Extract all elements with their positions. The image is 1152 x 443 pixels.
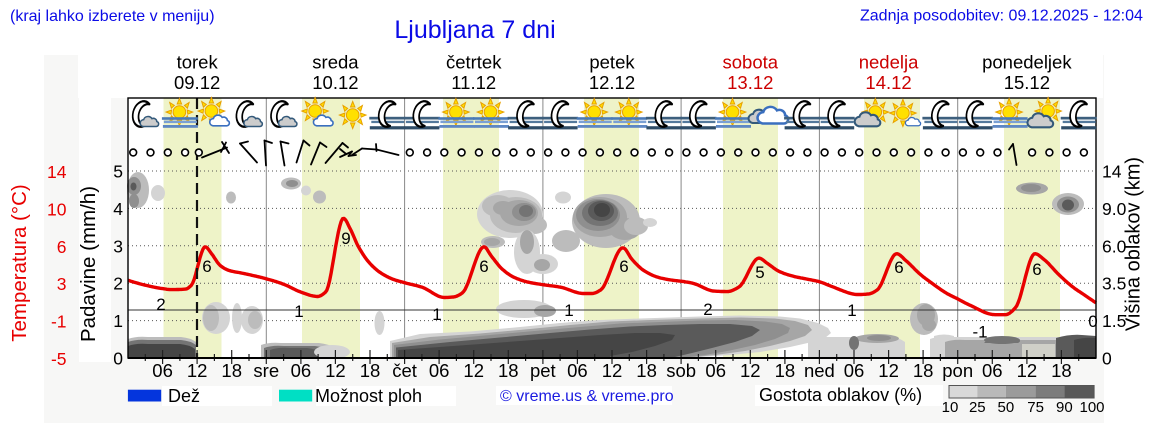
svg-text:06: 06 [844, 360, 865, 381]
svg-text:50: 50 [998, 399, 1015, 416]
svg-text:nedelja: nedelja [859, 52, 919, 73]
svg-text:12: 12 [878, 360, 899, 381]
svg-text:5: 5 [113, 162, 123, 182]
svg-text:12.12: 12.12 [589, 72, 635, 93]
svg-text:18: 18 [775, 360, 796, 381]
svg-text:18: 18 [221, 360, 242, 381]
svg-text:ponedeljek: ponedeljek [982, 52, 1072, 73]
svg-text:75: 75 [1027, 399, 1044, 416]
svg-text:1: 1 [113, 311, 123, 331]
svg-text:4: 4 [113, 199, 123, 219]
svg-text:14: 14 [1102, 162, 1122, 182]
svg-text:12: 12 [463, 360, 484, 381]
svg-text:Ljubljana 7 dni: Ljubljana 7 dni [394, 16, 555, 44]
svg-text:18: 18 [360, 360, 381, 381]
svg-text:25: 25 [969, 399, 986, 416]
svg-text:3: 3 [57, 274, 67, 294]
svg-text:6: 6 [202, 257, 211, 276]
svg-text:5: 5 [755, 263, 764, 282]
svg-text:6: 6 [57, 237, 67, 257]
svg-text:6: 6 [479, 257, 488, 276]
svg-text:9: 9 [341, 229, 350, 248]
svg-text:9.0: 9.0 [1102, 199, 1127, 219]
svg-text:6: 6 [894, 258, 903, 277]
svg-text:(kraj lahko izberete v meniju): (kraj lahko izberete v meniju) [10, 8, 215, 25]
svg-text:Višina oblakov (km): Višina oblakov (km) [1123, 157, 1145, 331]
svg-text:Možnost ploh: Možnost ploh [315, 386, 422, 406]
svg-text:petek: petek [589, 52, 635, 73]
svg-text:Zadnja posodobitev: 09.12.2025: Zadnja posodobitev: 09.12.2025 - 12:04 [860, 8, 1143, 25]
svg-text:14.12: 14.12 [865, 72, 911, 93]
svg-text:-1: -1 [972, 323, 987, 342]
svg-text:18: 18 [1051, 360, 1072, 381]
svg-text:90: 90 [1056, 399, 1073, 416]
svg-text:2: 2 [113, 274, 123, 294]
svg-text:13.12: 13.12 [727, 72, 773, 93]
svg-text:10: 10 [47, 199, 67, 219]
svg-text:06: 06 [705, 360, 726, 381]
svg-text:sreda: sreda [312, 52, 359, 73]
svg-text:18: 18 [636, 360, 657, 381]
svg-text:12: 12 [740, 360, 761, 381]
svg-text:18: 18 [498, 360, 519, 381]
svg-text:06: 06 [567, 360, 588, 381]
svg-text:12: 12 [325, 360, 346, 381]
svg-text:12: 12 [602, 360, 623, 381]
svg-text:1: 1 [564, 301, 573, 320]
svg-text:1.5: 1.5 [1102, 311, 1126, 331]
svg-text:12: 12 [187, 360, 208, 381]
svg-text:Dež: Dež [168, 386, 200, 406]
svg-text:06: 06 [152, 360, 173, 381]
svg-text:Gostota oblakov (%): Gostota oblakov (%) [759, 385, 922, 405]
svg-text:15.12: 15.12 [1004, 72, 1050, 93]
svg-text:14: 14 [47, 162, 67, 182]
svg-text:sobota: sobota [723, 52, 779, 73]
svg-text:četrtek: četrtek [446, 52, 502, 73]
svg-text:0: 0 [113, 349, 123, 369]
svg-text:© vreme.us & vreme.pro: © vreme.us & vreme.pro [500, 388, 674, 405]
svg-text:100: 100 [1079, 399, 1104, 416]
svg-text:ned: ned [804, 360, 835, 381]
svg-text:Padavine (mm/h): Padavine (mm/h) [77, 186, 100, 342]
svg-text:sob: sob [666, 360, 696, 381]
svg-text:sre: sre [253, 360, 279, 381]
svg-text:12: 12 [1017, 360, 1038, 381]
svg-text:torek: torek [177, 52, 219, 73]
svg-text:1: 1 [294, 302, 303, 321]
svg-text:1: 1 [432, 305, 441, 324]
svg-text:2: 2 [703, 300, 712, 319]
svg-text:3.5: 3.5 [1102, 274, 1126, 294]
svg-text:2: 2 [156, 295, 165, 314]
svg-text:06: 06 [982, 360, 1003, 381]
svg-text:Temperatura (°C): Temperatura (°C) [8, 184, 31, 341]
svg-text:06: 06 [429, 360, 450, 381]
svg-text:3: 3 [113, 236, 123, 256]
svg-text:-5: -5 [51, 349, 67, 369]
svg-text:0: 0 [1102, 349, 1112, 369]
svg-text:pon: pon [942, 360, 973, 381]
svg-text:6: 6 [1032, 260, 1041, 279]
svg-text:6.0: 6.0 [1102, 236, 1127, 256]
svg-text:-1: -1 [51, 312, 67, 332]
svg-text:1: 1 [847, 301, 856, 320]
svg-text:10.12: 10.12 [312, 72, 358, 93]
svg-text:0: 0 [1088, 312, 1097, 331]
svg-text:10: 10 [942, 399, 959, 416]
svg-text:11.12: 11.12 [451, 72, 496, 93]
svg-text:čet: čet [392, 360, 417, 381]
svg-text:pet: pet [530, 360, 556, 381]
svg-text:18: 18 [913, 360, 934, 381]
svg-text:09.12: 09.12 [174, 72, 220, 93]
svg-text:6: 6 [619, 257, 628, 276]
svg-text:06: 06 [291, 360, 312, 381]
